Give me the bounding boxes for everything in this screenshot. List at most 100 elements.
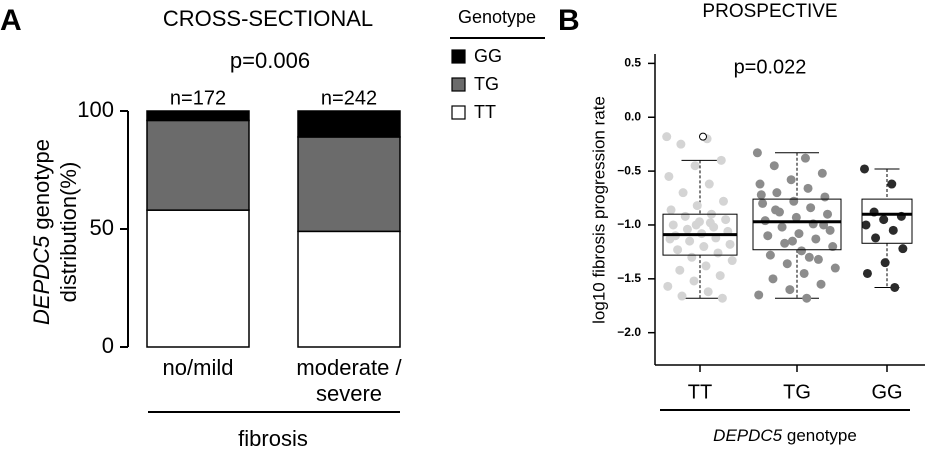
bar-segment <box>146 119 250 211</box>
data-point <box>862 268 872 278</box>
x-axis-label: fibrosis <box>238 426 308 451</box>
legend-label: GG <box>474 46 502 66</box>
y-tick-label: 0.0 <box>624 109 641 123</box>
data-point <box>689 276 699 286</box>
data-point <box>828 242 838 252</box>
data-point <box>786 175 796 185</box>
data-point <box>682 224 692 234</box>
data-point <box>756 190 766 200</box>
data-point <box>765 250 775 260</box>
data-point <box>797 246 807 256</box>
data-point <box>861 220 871 230</box>
x-tick-label: TT <box>688 381 712 403</box>
data-point <box>768 274 778 284</box>
bar-segment <box>297 230 401 348</box>
gene-name: DEPDC5 <box>713 426 783 445</box>
data-point <box>665 234 675 244</box>
x-tick-label: no/mild <box>162 355 234 380</box>
data-point <box>803 183 813 193</box>
data-point <box>806 203 816 213</box>
data-point <box>880 258 890 268</box>
data-point <box>687 252 697 262</box>
data-point <box>717 293 727 303</box>
bar-segment <box>297 136 401 233</box>
data-point <box>817 168 827 178</box>
data-point <box>691 220 701 230</box>
gene-name: DEPDC5 <box>29 235 54 325</box>
y-tick-label: −0.5 <box>617 163 641 177</box>
y-tick-label: 0 <box>102 333 114 358</box>
data-point <box>811 234 821 244</box>
legend-label: TT <box>474 102 496 122</box>
data-point <box>887 179 897 189</box>
data-point <box>666 205 676 215</box>
data-point <box>825 225 835 235</box>
y-axis-label: DEPDC5 genotype distribution(%) <box>28 132 82 332</box>
p-value: p=0.022 <box>734 56 807 78</box>
data-point <box>673 245 683 255</box>
data-point <box>690 161 700 171</box>
legend-swatch <box>451 77 466 92</box>
y-tick-label: 0.5 <box>624 56 641 70</box>
y-tick-label: −1.5 <box>617 271 641 285</box>
x-tick-label: moderate / severe <box>296 355 402 406</box>
data-point <box>680 211 690 221</box>
data-point <box>772 188 782 198</box>
data-point <box>763 231 773 241</box>
chart-title: PROSPECTIVE <box>702 1 837 22</box>
legend-label: TG <box>474 74 499 94</box>
data-point <box>871 233 881 243</box>
data-point <box>663 281 673 291</box>
data-point <box>802 293 812 303</box>
data-point <box>715 271 725 281</box>
data-point <box>785 285 795 295</box>
data-point <box>890 282 900 292</box>
data-point <box>668 220 678 230</box>
data-point <box>780 238 790 248</box>
panel-letter: A <box>0 4 22 37</box>
data-point <box>800 153 810 163</box>
panel-letter: B <box>558 4 580 37</box>
legend-swatch <box>451 49 466 64</box>
data-point <box>705 218 715 228</box>
data-point <box>820 192 830 202</box>
data-point <box>782 259 792 269</box>
data-point <box>664 171 674 181</box>
chart-title: CROSS-SECTIONAL <box>163 6 373 31</box>
data-point <box>754 290 764 300</box>
data-point <box>713 248 723 258</box>
y-axis-label: log10 fibrosis progression rate <box>589 96 608 324</box>
bar-annotation: n=172 <box>170 87 226 109</box>
data-point <box>804 252 814 262</box>
bar-segment <box>297 110 401 138</box>
data-point <box>791 212 801 222</box>
bar-segment <box>146 110 250 122</box>
data-point <box>879 215 889 225</box>
data-point <box>699 242 709 252</box>
data-point <box>888 225 898 235</box>
p-value: p=0.006 <box>230 48 310 73</box>
legend-swatch <box>451 105 466 120</box>
data-point <box>675 265 685 275</box>
legend-title: Genotype <box>458 7 536 27</box>
data-point <box>692 201 702 211</box>
data-point <box>725 239 735 249</box>
data-point <box>898 244 908 254</box>
box <box>752 198 842 251</box>
box <box>861 198 913 244</box>
data-point <box>799 268 809 278</box>
data-point <box>794 229 804 239</box>
data-point <box>789 196 799 206</box>
data-point <box>704 179 714 189</box>
data-point <box>727 256 737 266</box>
y-tick-label: 50 <box>90 215 114 240</box>
data-point <box>678 188 688 198</box>
data-point <box>718 196 728 206</box>
data-point <box>677 291 687 301</box>
y-tick-label: −2.0 <box>617 325 641 339</box>
data-point <box>823 209 833 219</box>
data-point <box>755 179 765 189</box>
y-tick-label: 100 <box>77 97 114 122</box>
bar-annotation: n=242 <box>321 87 377 109</box>
